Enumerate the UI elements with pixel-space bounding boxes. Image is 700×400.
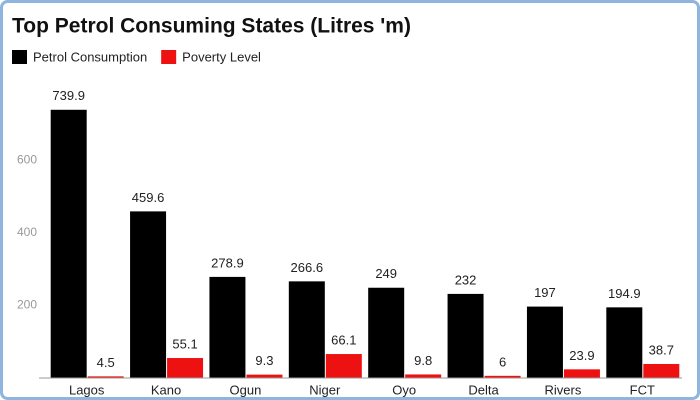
- bar: [130, 211, 167, 378]
- value-label: 266.6: [291, 260, 324, 275]
- bar: [526, 306, 563, 378]
- y-tick-label: 200: [17, 298, 37, 312]
- bar: [405, 374, 442, 378]
- x-tick-label: Lagos: [69, 382, 105, 397]
- value-label: 232: [455, 272, 477, 287]
- bar: [288, 281, 325, 378]
- bar: [246, 374, 283, 378]
- value-label: 9.8: [414, 353, 432, 368]
- bar: [563, 369, 600, 378]
- legend-swatch: [12, 50, 27, 64]
- bar: [368, 287, 405, 378]
- legend-swatch: [161, 50, 177, 64]
- chart-title: Top Petrol Consuming States (Litres 'm): [12, 15, 411, 38]
- value-label: 6: [499, 354, 506, 369]
- x-tick-label: Ogun: [230, 382, 262, 397]
- bar: [484, 375, 521, 378]
- value-label: 66.1: [331, 332, 356, 347]
- y-tick-label: 400: [17, 225, 37, 239]
- bar: [167, 358, 204, 378]
- x-tick-label: Kano: [151, 382, 181, 397]
- value-label: 9.3: [255, 353, 273, 368]
- x-tick-label: Oyo: [392, 382, 416, 397]
- bar: [50, 109, 87, 378]
- value-label: 459.6: [132, 190, 165, 205]
- bar: [87, 376, 124, 378]
- x-tick-label: Rivers: [545, 382, 582, 397]
- bar: [325, 354, 362, 378]
- x-tick-label: Delta: [468, 382, 499, 397]
- legend-label: Petrol Consumption: [33, 49, 147, 64]
- legend-label: Poverty Level: [182, 49, 261, 64]
- value-label: 197: [534, 285, 556, 300]
- value-label: 278.9: [211, 255, 244, 270]
- value-label: 38.7: [649, 342, 674, 357]
- value-label: 249: [375, 266, 397, 281]
- value-label: 23.9: [569, 348, 594, 363]
- bar: [643, 363, 680, 378]
- y-tick-label: 600: [17, 153, 37, 167]
- bar: [209, 276, 246, 378]
- x-tick-label: FCT: [630, 382, 655, 397]
- value-label: 4.5: [97, 355, 115, 370]
- x-tick-label: Niger: [309, 382, 341, 397]
- value-label: 194.9: [608, 286, 641, 301]
- bar: [606, 307, 643, 378]
- bar: [447, 293, 484, 378]
- value-label: 739.9: [52, 88, 85, 103]
- value-label: 55.1: [172, 336, 197, 351]
